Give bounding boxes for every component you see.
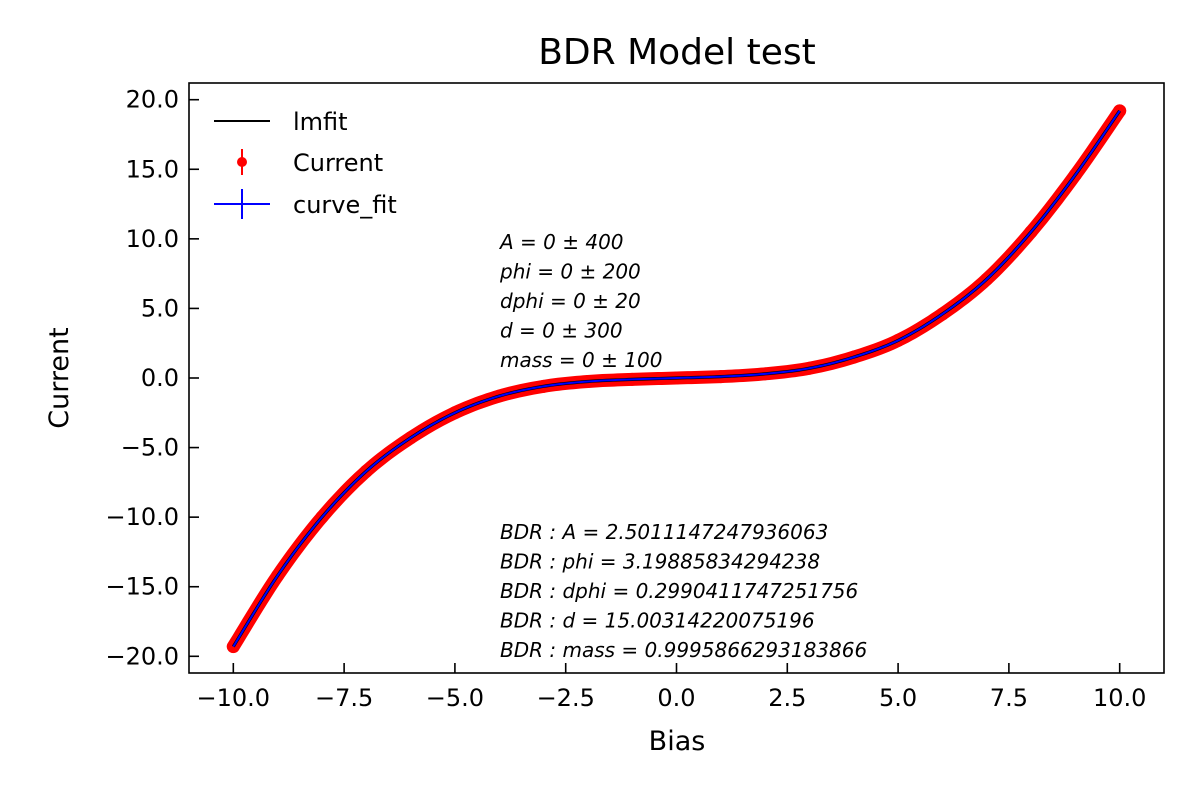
annotation-line: d = 0 ± 300 bbox=[500, 319, 623, 343]
y-axis-ticks: −20.0 −15.0 −10.0 −5.0 0.0 5.0 10.0 15.0 20.0 bbox=[105, 86, 199, 670]
series-layer bbox=[226, 104, 1127, 654]
x-tick-label: −5.0 bbox=[426, 684, 484, 712]
legend-label-Current: Current bbox=[293, 149, 383, 177]
x-tick-label: 2.5 bbox=[768, 684, 806, 712]
y-tick-label: 10.0 bbox=[126, 225, 179, 253]
x-tick-label: −7.5 bbox=[315, 684, 373, 712]
y-tick-label: 0.0 bbox=[141, 364, 179, 392]
x-tick-label: 0.0 bbox=[657, 684, 695, 712]
chart-title: BDR Model test bbox=[538, 32, 816, 73]
x-axis-label: Bias bbox=[649, 726, 706, 757]
annotation-line: BDR : mass = 0.9995866293183866 bbox=[500, 638, 867, 662]
y-tick-label: −10.0 bbox=[105, 503, 179, 531]
curve-fit-line bbox=[232, 110, 1121, 648]
annotation-line: BDR : A = 2.5011147247936063 bbox=[500, 520, 828, 544]
x-axis-ticks: −10.0 −7.5 −5.0 −2.5 0.0 2.5 5.0 7.5 10.0 bbox=[197, 663, 1146, 712]
y-tick-label: 15.0 bbox=[126, 155, 179, 183]
y-tick-label: −20.0 bbox=[105, 642, 179, 670]
legend-label-curve-fit: curve_fit bbox=[293, 191, 397, 219]
x-tick-label: 10.0 bbox=[1093, 684, 1146, 712]
legend-current-marker bbox=[237, 157, 247, 167]
annotation-line: BDR : dphi = 0.2990411747251756 bbox=[500, 579, 858, 603]
annotation-line: phi = 0 ± 200 bbox=[499, 260, 641, 284]
y-tick-label: 20.0 bbox=[126, 86, 179, 114]
y-tick-label: 5.0 bbox=[141, 294, 179, 322]
annotation-line: dphi = 0 ± 20 bbox=[500, 289, 641, 313]
annotation-line: mass = 0 ± 100 bbox=[500, 348, 662, 372]
y-axis-label: Current bbox=[44, 327, 75, 428]
fit-uncertainty-annotations: A = 0 ± 400 phi = 0 ± 200 dphi = 0 ± 20 d =… bbox=[498, 230, 662, 372]
y-tick-label: −15.0 bbox=[105, 573, 179, 601]
bdr-parameter-annotations: BDR : A = 2.5011147247936063 BDR : phi = … bbox=[500, 520, 867, 662]
y-tick-label: −5.0 bbox=[121, 434, 179, 462]
annotation-line: BDR : d = 15.00314220075196 bbox=[500, 609, 815, 633]
x-tick-label: −10.0 bbox=[197, 684, 271, 712]
x-tick-label: 5.0 bbox=[879, 684, 917, 712]
annotation-line: A = 0 ± 400 bbox=[498, 230, 624, 254]
legend-label-lmfit: lmfit bbox=[293, 108, 348, 136]
annotation-line: BDR : phi = 3.19885834294238 bbox=[500, 550, 820, 574]
x-tick-label: −2.5 bbox=[537, 684, 595, 712]
legend: lmfit Current curve_fit bbox=[214, 108, 397, 219]
x-tick-label: 7.5 bbox=[990, 684, 1028, 712]
